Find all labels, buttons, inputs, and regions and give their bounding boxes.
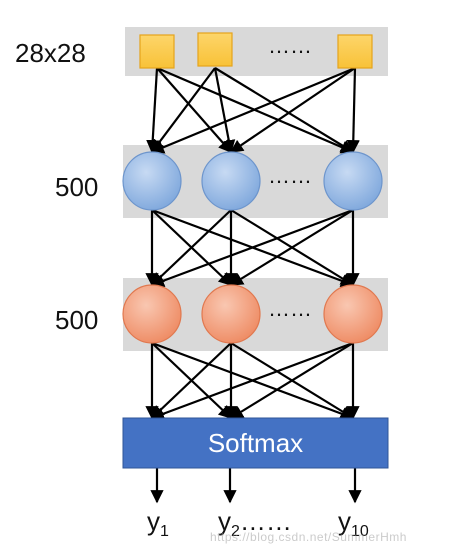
hidden1-node-2 — [201, 151, 261, 211]
output-2-suffix: …… — [239, 506, 292, 536]
input-to-hidden1-arrow-3-1 — [150, 66, 356, 154]
input-to-hidden1-arrow-3-3 — [346, 67, 360, 154]
hidden2-to-softmax-arrow-2-1 — [151, 342, 232, 419]
softmax-box — [122, 417, 389, 469]
hidden1-node-1 — [122, 151, 182, 211]
input-to-hidden1-arrow-1-1 — [146, 67, 160, 154]
input-ellipsis: …… — [268, 33, 312, 58]
hidden2-node-3 — [323, 284, 383, 344]
hidden2-ellipsis: …… — [268, 296, 312, 321]
hidden2-node-1 — [122, 284, 182, 344]
input-to-hidden1-arrow-1-2 — [156, 67, 232, 153]
input-to-hidden1-arrow-3-2 — [229, 67, 356, 153]
hidden1-to-hidden2-arrow-3-2 — [229, 209, 354, 286]
input-to-hidden1-arrow-2-2 — [213, 67, 236, 154]
hidden-layer-2-label: 500 — [55, 305, 99, 335]
output-3-base: y — [338, 506, 351, 536]
hidden1-node-3 — [323, 151, 383, 211]
input-layer-label: 28x28 — [15, 38, 86, 68]
hidden-layer-1-label: 500 — [55, 172, 99, 202]
output-label-2: y2…… — [218, 506, 292, 540]
output-label-3: y10 — [338, 506, 369, 540]
hidden1-ellipsis: …… — [268, 163, 312, 188]
softmax-label: Softmax — [207, 427, 304, 458]
output-1-sub: 1 — [160, 523, 169, 540]
output-2-base: y — [218, 506, 231, 536]
hidden2-to-softmax-arrow-3-2 — [229, 342, 354, 419]
hidden1-to-hidden2-arrow-3-1 — [150, 208, 354, 288]
input-to-hidden1-arrow-2-1 — [151, 67, 216, 154]
output-2-sub: 2 — [231, 523, 240, 540]
output-3-sub: 10 — [351, 523, 369, 540]
input-node-2 — [197, 32, 233, 67]
output-1-base: y — [147, 506, 160, 536]
hidden2-node-2 — [201, 284, 261, 344]
hidden2-to-softmax-arrow-3-1 — [150, 341, 354, 421]
hidden1-to-hidden2-arrow-2-1 — [151, 209, 232, 286]
input-node-1 — [139, 34, 175, 69]
output-label-1: y1 — [147, 506, 169, 540]
watermark-text: https://blog.csdn.net/SummerHmh — [210, 530, 407, 544]
input-to-hidden1-arrow-2-3 — [214, 67, 355, 153]
input-node-3 — [337, 34, 373, 69]
connection-arrows — [145, 66, 362, 504]
